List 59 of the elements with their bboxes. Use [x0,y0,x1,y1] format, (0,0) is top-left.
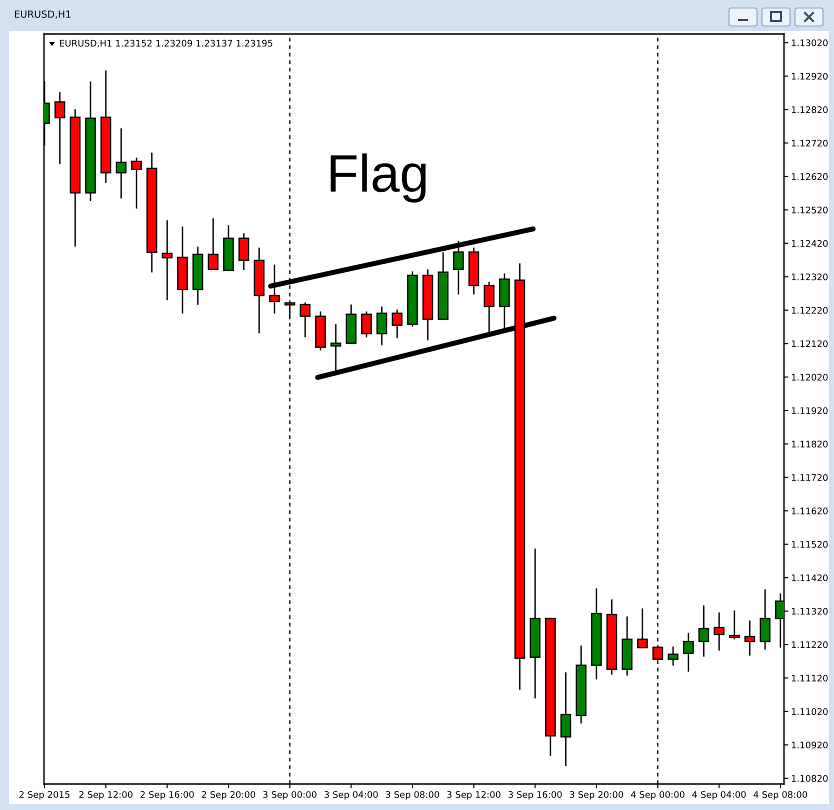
candlestick [330,324,342,372]
y-tick-label: 1.10920 [792,742,828,748]
y-tick-label: 1.12120 [792,340,828,348]
x-tick-label: 3 Sep 12:00 [447,791,500,800]
x-tick-label: 2 Sep 20:00 [202,791,256,800]
x-tick-label: 2 Sep 12:00 [79,791,132,800]
candlestick [392,310,403,338]
x-tick-label: 4 Sep 08:00 [754,791,808,800]
y-tick-label: 1.12220 [792,306,828,314]
x-tick-label: 3 Sep 20:00 [570,791,624,800]
candlestick [744,620,756,656]
candlestick [238,233,250,270]
candlestick [300,302,311,338]
y-tick-label: 1.12320 [792,273,828,280]
candlestick [131,158,142,209]
x-tick-label: 3 Sep 08:00 [386,791,440,800]
y-tick-label: 1.12620 [792,173,828,180]
candlestick [208,218,219,270]
candlestick [729,610,740,640]
candlestick [698,605,710,657]
y-tick-label: 1.11420 [792,574,828,582]
y-tick-label: 1.12920 [792,72,828,80]
y-tick-label: 1.11720 [792,474,828,481]
candlestick [116,128,127,199]
candlestick [714,612,724,651]
y-tick-label: 1.12520 [792,206,828,214]
y-tick-label: 1.10820 [792,775,828,782]
y-tick-label: 1.11820 [792,440,828,448]
candlestick [760,589,770,650]
y-tick-label: 1.11520 [792,540,828,548]
x-tick-label: 2 Sep 2015 [19,791,70,800]
y-tick-label: 1.11920 [792,407,828,414]
chart-title: EURUSD,H1 [14,10,70,19]
candlestick [54,92,66,164]
y-tick-label: 1.11320 [792,608,828,615]
x-tick-label: 4 Sep 04:00 [692,791,746,800]
candlestick [162,220,173,300]
x-tick-label: 4 Sep 00:00 [630,791,684,800]
candlestick [361,312,372,338]
annotation: Flag [330,153,426,203]
text: EURUSD,H1 1.23152 1.23209 1.23137 1.23195 [60,40,272,48]
y-tick-label: 1.12420 [792,240,828,247]
candlestick [683,632,694,672]
y-tick-label: 1.11120 [792,674,828,682]
candlestick [668,646,678,666]
y-tick-label: 1.11220 [792,641,828,648]
y-tick-label: 1.12720 [792,140,828,147]
x-tick-label: 2 Sep 16:00 [140,791,194,800]
y-tick-label: 1.12020 [792,374,828,381]
y-tick-label: 1.13020 [792,39,828,46]
x-tick-label: 3 Sep 00:00 [263,791,316,800]
y-tick-label: 1.11020 [792,708,828,715]
candlestick [637,608,648,648]
x-tick-label: 3 Sep 04:00 [324,791,378,800]
x-tick-label: 3 Sep 16:00 [508,791,562,800]
candlestick [376,306,388,346]
y-tick-label: 1.12820 [792,106,828,114]
candlestick [560,672,572,766]
y-tick-label: 1.11620 [792,508,828,514]
